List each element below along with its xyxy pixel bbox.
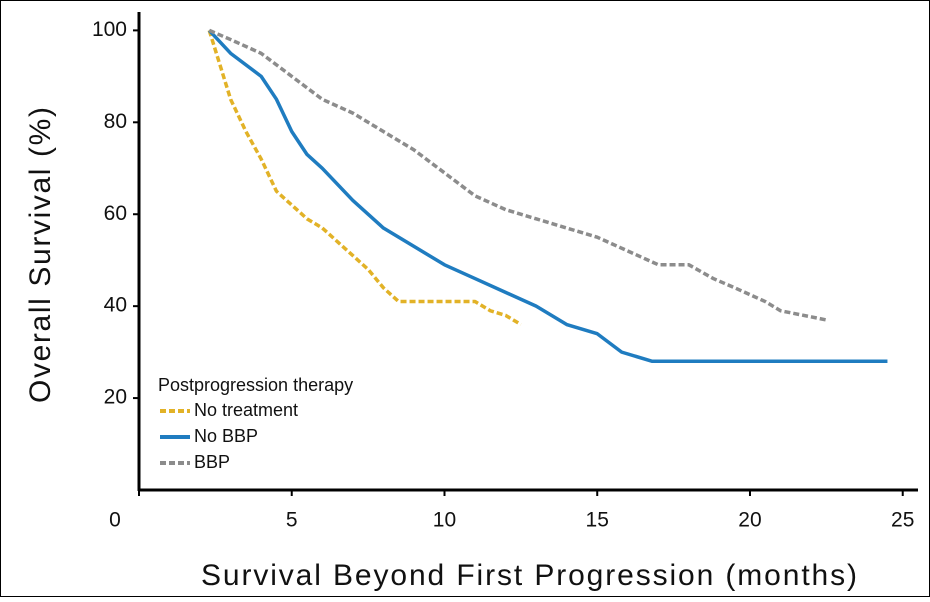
legend-title: Postprogression therapy [158, 375, 353, 395]
survival-curve [208, 28, 827, 322]
y-tick-label: 80 [104, 110, 127, 133]
x-axis-title: Survival Beyond First Progression (month… [201, 559, 857, 592]
survival-curve [207, 29, 888, 364]
x-tick-label: 5 [286, 509, 298, 532]
legend-label: BBP [194, 452, 230, 472]
y-axis-title: Overall Survival (%) [24, 107, 57, 403]
legend-label: No BBP [194, 426, 258, 446]
x-tick-label: 20 [738, 509, 761, 532]
survival-curve [207, 29, 522, 327]
y-tick-label: 100 [92, 18, 127, 41]
legend-label: No treatment [194, 400, 298, 420]
y-tick-label: 40 [104, 294, 127, 317]
x-tick-label: 0 [109, 509, 121, 532]
y-tick-label: 60 [104, 202, 127, 225]
x-tick-label: 10 [433, 509, 456, 532]
y-tick-label: 20 [104, 386, 127, 409]
x-tick-label: 15 [586, 509, 609, 532]
x-tick-label: 25 [891, 509, 914, 532]
